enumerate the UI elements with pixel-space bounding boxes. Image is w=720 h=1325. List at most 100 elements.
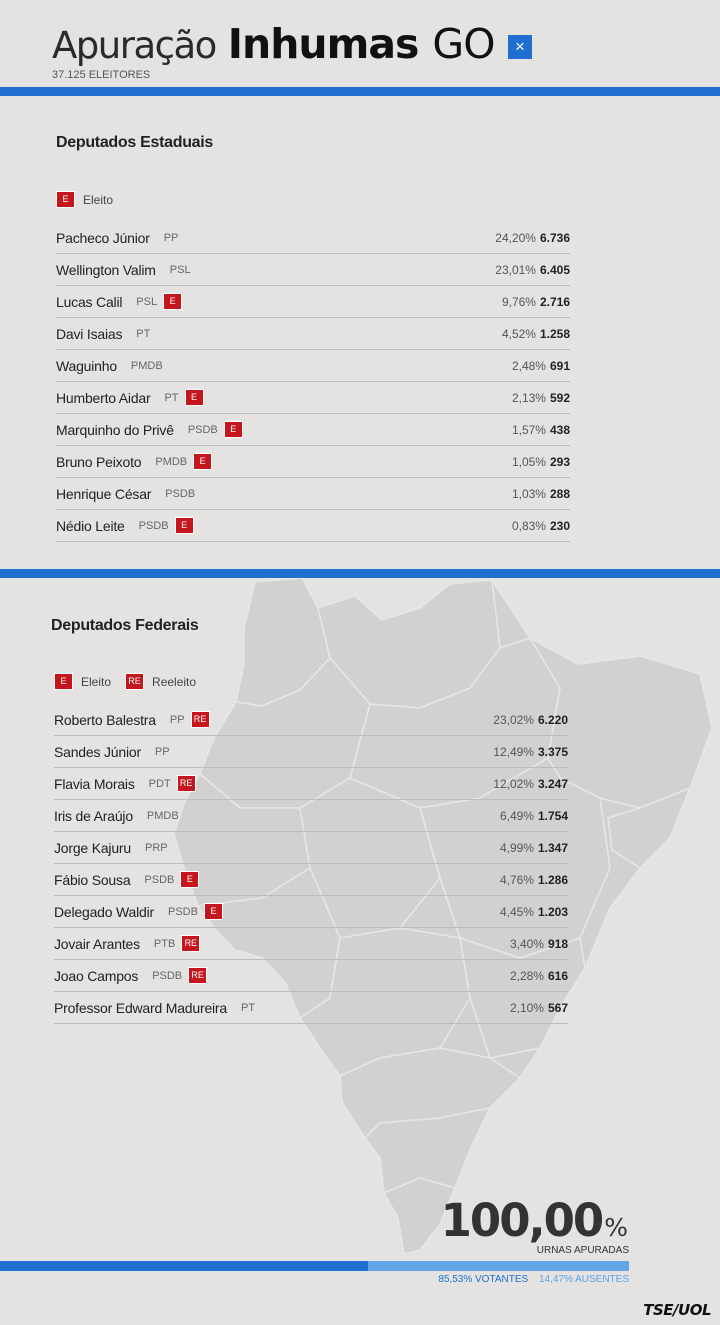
candidate-name: Fábio Sousa [54,871,131,888]
estaduais-legend: E Eleito [56,191,113,208]
candidate-result: 4,45% 1.203 [500,896,568,927]
candidate-percentage: 2,28% [509,968,544,983]
candidate-percentage: 6,49% [499,808,534,823]
candidate-party: PP [169,713,185,726]
candidate-votes: 1.754 [537,808,568,823]
eleito-badge: E [184,389,204,406]
federais-table: Roberto Balestra PP RE 23,02% 6.220 Sandes Jú… [54,704,568,1024]
candidate-votes: 1.347 [537,840,568,855]
candidate-votes: 230 [549,518,570,533]
candidate-name: Davi Isaias [56,325,123,342]
candidate-percentage: 4,99% [499,840,534,855]
candidate-party: PTB [153,937,176,950]
candidate-name: Bruno Peixoto [56,453,142,470]
candidate-name: Flavia Morais [54,775,135,792]
candidate-percentage: 1,57% [511,422,546,437]
candidate-party: PT [136,327,151,340]
eleito-badge: E [193,453,213,470]
votantes-fill [0,1261,369,1271]
candidate-result: 1,05% 293 [512,446,570,477]
candidate-name: Joao Campos [54,967,139,984]
candidate-result: 23,02% 6.220 [493,704,568,735]
candidate-votes: 6.405 [539,262,570,277]
candidate-row: Jorge Kajuru PRP 4,99% 1.347 [54,832,568,864]
candidate-row: Jovair Arantes PTB RE 3,40% 918 [54,928,568,960]
candidate-row: Roberto Balestra PP RE 23,02% 6.220 [54,704,568,736]
candidate-party: PP [154,745,170,758]
vote-stats: 85,53% VOTANTES 14,47% AUSENTES [438,1274,629,1285]
candidate-votes: 1.258 [539,326,570,341]
candidate-percentage: 4,45% [499,904,534,919]
candidate-result: 1,57% 438 [512,414,570,445]
candidate-result: 2,13% 592 [512,382,570,413]
candidate-row: Pacheco Júnior PP 24,20% 6.736 [56,222,570,254]
candidate-result: 3,40% 918 [510,928,568,959]
candidate-party: PSDB [152,969,183,982]
candidate-party: PSDB [144,873,175,886]
candidate-result: 12,02% 3.247 [493,768,568,799]
candidate-percentage: 23,01% [495,262,536,277]
eleito-label: Eleito [81,674,112,689]
candidate-result: 23,01% 6.405 [495,254,570,285]
candidate-votes: 293 [549,454,570,469]
candidate-result: 4,52% 1.258 [502,318,570,349]
candidate-name: Humberto Aidar [56,389,151,406]
candidate-percentage: 12,49% [493,744,534,759]
candidate-percentage: 12,02% [493,776,534,791]
candidate-votes: 3.247 [537,776,568,791]
reeleito-badge: RE [176,775,196,792]
candidate-percentage: 24,20% [495,230,536,245]
federais-legend: E Eleito RE Reeleito [54,673,196,690]
candidate-result: 4,99% 1.347 [500,832,568,863]
candidate-votes: 438 [549,422,570,437]
candidate-percentage: 0,83% [511,518,546,533]
candidate-row: Marquinho do Privê PSDB E 1,57% 438 [56,414,570,446]
candidate-name: Pacheco Júnior [56,229,150,246]
candidate-percentage: 1,05% [511,454,546,469]
title-city: Inhumas [227,20,420,68]
candidate-name: Henrique César [56,485,152,502]
candidate-party: PSDB [187,423,218,436]
candidate-name: Roberto Balestra [54,711,156,728]
candidate-row: Nédio Leite PSDB E 0,83% 230 [56,510,570,542]
section-divider [0,569,720,578]
close-icon[interactable]: × [508,35,532,59]
candidate-party: PSDB [165,487,196,500]
candidate-percentage: 4,76% [499,872,534,887]
candidate-party: PT [241,1001,256,1014]
candidate-votes: 2.716 [539,294,570,309]
candidate-name: Professor Edward Madureira [54,999,227,1016]
candidate-party: PSL [136,295,158,308]
candidate-votes: 592 [549,390,570,405]
candidate-row: Fábio Sousa PSDB E 4,76% 1.286 [54,864,568,896]
candidate-votes: 616 [547,968,568,983]
candidate-party: PP [163,231,179,244]
candidate-row: Davi Isaias PT 4,52% 1.258 [56,318,570,350]
candidate-votes: 6.220 [537,712,568,727]
candidate-name: Marquinho do Privê [56,421,174,438]
candidate-party: PMDB [155,455,188,468]
candidate-row: Professor Edward Madureira PT 2,10% 567 [54,992,568,1024]
candidate-row: Iris de Araújo PMDB 6,49% 1.754 [54,800,568,832]
candidate-name: Delegado Waldir [54,903,154,920]
urnas-pct-value: 100,00 [440,1194,605,1247]
candidate-name: Sandes Júnior [54,743,141,760]
eleito-badge: E [180,871,200,888]
candidate-result: 9,76% 2.716 [502,286,570,317]
candidate-percentage: 1,03% [511,486,546,501]
ausentes-label: 14,47% AUSENTES [538,1274,629,1285]
candidate-party: PSL [169,263,191,276]
candidate-votes: 1.203 [537,904,568,919]
urnas-label: URNAS APURADAS [536,1245,629,1256]
candidate-party: PMDB [146,809,179,822]
candidate-votes: 3.375 [537,744,568,759]
candidate-party: PSDB [138,519,169,532]
candidate-row: Sandes Júnior PP 12,49% 3.375 [54,736,568,768]
candidate-name: Jorge Kajuru [54,839,131,856]
eleito-badge: E [223,421,243,438]
eleito-badge: E [56,191,75,208]
candidate-party: PRP [144,841,168,854]
candidate-percentage: 2,48% [511,358,546,373]
candidate-percentage: 2,13% [511,390,546,405]
candidate-row: Humberto Aidar PT E 2,13% 592 [56,382,570,414]
